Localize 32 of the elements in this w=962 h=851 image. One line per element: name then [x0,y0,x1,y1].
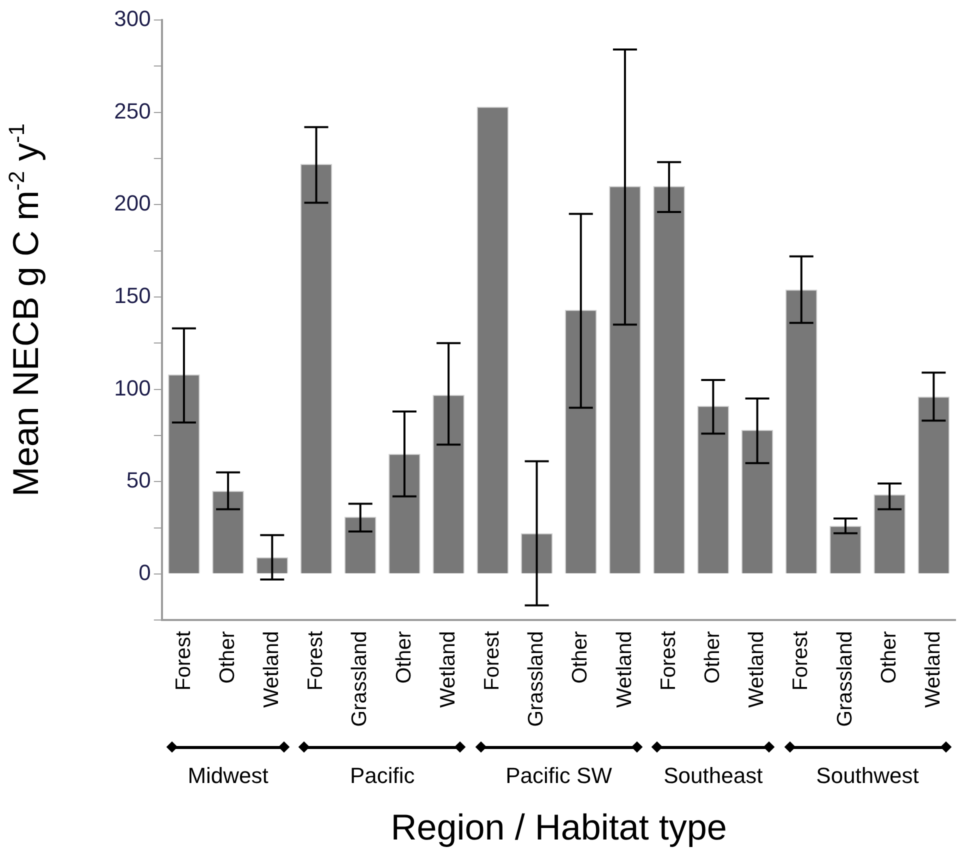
y-tick-label: 200 [114,190,151,216]
text: Pacific [350,763,415,789]
text: Midwest [188,763,268,789]
y-tick-label: 250 [114,98,151,124]
x-tick-label: Forest [656,630,680,691]
y-axis-title: Mean NECB g C m-2 y-1 [4,123,46,497]
text: Pacific SW [506,763,612,789]
text: Southeast [664,763,763,789]
text: Southwest [816,763,919,789]
x-tick-label: Other [216,631,239,684]
x-tick-label: Other [700,631,724,684]
y-tick-label: 150 [114,283,151,308]
x-tick-label: Wetland [260,631,283,708]
x-tick-label: Other [877,631,900,684]
y-tick-label: 50 [126,468,151,493]
x-tick-label: Other [568,631,592,684]
x-tick-label: Grassland [524,631,548,727]
x-tick-label: Wetland [436,631,460,708]
x-tick-label: Forest [480,630,504,691]
x-tick-label: Wetland [612,631,636,708]
x-tick-label: Grassland [833,631,856,727]
x-axis-title: Region / Habitat type [390,806,727,848]
x-tick-label: Forest [304,630,328,691]
y-tick-label: 100 [114,375,151,400]
x-tick-label: Forest [789,630,812,691]
x-tick-label: Wetland [921,631,944,708]
x-tick-label: Forest [172,630,195,691]
x-tick-label: Grassland [348,631,372,727]
y-tick-label: 0 [138,560,151,585]
x-tick-label: Other [392,631,416,684]
y-tick-label: 300 [114,6,151,32]
x-tick-label: Wetland [745,631,768,708]
